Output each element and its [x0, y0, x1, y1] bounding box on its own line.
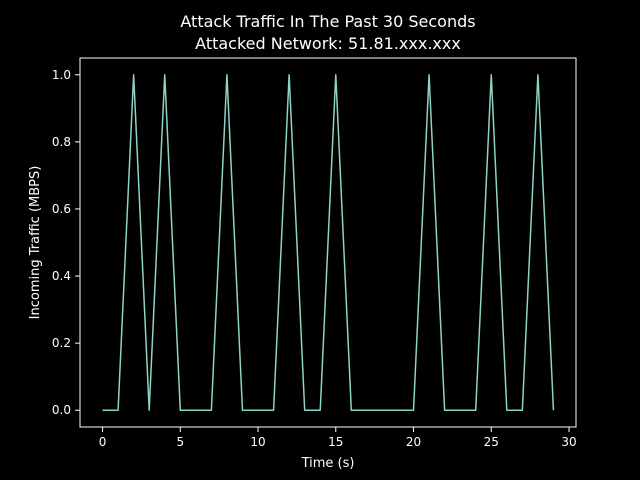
x-tick-label: 5	[176, 435, 184, 449]
chart-title: Attack Traffic In The Past 30 Seconds	[180, 12, 475, 31]
y-axis-label: Incoming Traffic (MBPS)	[28, 166, 43, 320]
y-tick-label: 0.0	[52, 403, 71, 417]
x-tick-label: 0	[99, 435, 107, 449]
y-tick-label: 0.6	[52, 202, 71, 216]
y-tick-label: 0.8	[52, 135, 71, 149]
chart-subtitle: Attacked Network: 51.81.xxx.xxx	[195, 34, 461, 53]
series-layer	[102, 74, 555, 411]
y-tick-label: 0.2	[52, 336, 71, 350]
x-axis-label: Time (s)	[301, 456, 355, 471]
y-tick-label: 1.0	[52, 68, 71, 82]
y-tick-label: 0.4	[52, 269, 71, 283]
x-tick-label: 20	[406, 435, 421, 449]
x-tick-label: 15	[328, 435, 343, 449]
x-tick-label: 30	[561, 435, 576, 449]
series-line-0	[102, 74, 555, 411]
x-tick-label: 25	[484, 435, 499, 449]
plot-area-frame	[79, 57, 577, 428]
y-axis: 0.0 0.2 0.4 0.6 0.8 1.0	[52, 68, 80, 417]
x-axis: 0 5 10 15 20 25 30	[99, 427, 577, 449]
x-tick-label: 10	[250, 435, 265, 449]
